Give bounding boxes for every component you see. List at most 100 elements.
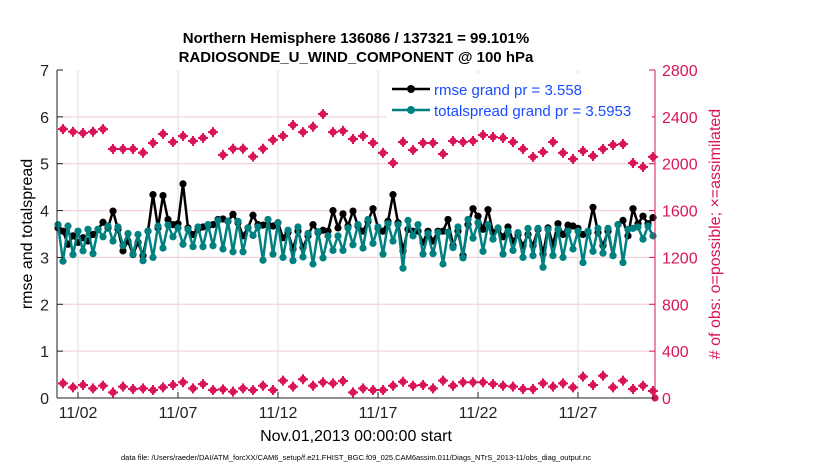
totalspread-point — [549, 251, 557, 260]
obs-assimilated-marker — [258, 380, 268, 391]
obs-upper-point — [448, 135, 458, 146]
grid — [57, 70, 655, 398]
obs-upper-point — [328, 127, 338, 138]
obs-upper-point — [118, 143, 128, 154]
obs-upper-point — [638, 161, 648, 172]
obs-lower-point — [68, 382, 78, 393]
totalspread-point — [429, 250, 437, 258]
totalspread-point — [129, 250, 137, 258]
obs-lower-point — [198, 379, 208, 390]
totalspread-point — [79, 247, 87, 255]
obs-assimilated-marker — [408, 380, 418, 391]
totalspread-point — [124, 229, 132, 238]
obs-assimilated-marker — [148, 385, 158, 396]
totalspread-point — [249, 231, 257, 240]
totalspread-point — [264, 215, 272, 224]
rmse-point — [484, 206, 492, 214]
rmse-point — [444, 215, 452, 224]
totalspread-point — [144, 227, 152, 235]
totalspread-point — [139, 257, 147, 265]
totalspread-point — [209, 242, 217, 250]
obs-assimilated-marker — [268, 385, 278, 396]
obs-assimilated-marker — [588, 379, 598, 390]
chart-title-line-1: Northern Hemisphere 136086 / 137321 = 99… — [183, 30, 529, 47]
rmse-point — [149, 191, 157, 199]
obs-assimilated-marker — [238, 383, 248, 394]
obs-lower-point — [428, 383, 438, 394]
obs-assimilated-marker — [198, 132, 208, 143]
y-tick-label: 3 — [40, 250, 49, 267]
totalspread-point — [299, 253, 307, 261]
obs-assimilated-marker — [588, 150, 598, 161]
obs-assimilated-marker — [558, 147, 568, 158]
totalspread-point — [154, 222, 162, 230]
obs-assimilated-marker — [158, 128, 168, 139]
totalspread-point — [604, 224, 612, 232]
totalspread-point — [569, 245, 577, 253]
totalspread-point — [359, 244, 367, 252]
obs-assimilated-marker — [458, 377, 468, 388]
obs-upper-point — [238, 143, 248, 154]
totalspread-point — [344, 224, 352, 232]
obs-assimilated-marker — [98, 380, 108, 391]
totalspread-point — [294, 223, 302, 231]
obs-assimilated-marker — [478, 130, 488, 141]
obs-assimilated-marker — [538, 147, 548, 157]
obs-assimilated-marker — [468, 135, 478, 146]
obs-assimilated-marker — [488, 132, 498, 143]
obs-assimilated-marker — [358, 383, 368, 394]
obs-assimilated-marker — [638, 161, 648, 172]
obs-assimilated-marker — [208, 385, 218, 396]
x-tick-label: 11/22 — [459, 405, 498, 422]
totalspread-point — [524, 224, 532, 232]
totalspread-point — [114, 223, 122, 231]
legend-rmse-marker — [407, 85, 415, 93]
totalspread-point — [484, 221, 492, 229]
rmse-point — [209, 221, 217, 229]
obs-assimilated-marker — [238, 143, 248, 154]
obs-upper-point — [228, 143, 238, 154]
rmse-point — [309, 221, 317, 229]
totalspread-point — [589, 247, 597, 255]
obs-assimilated-marker — [308, 380, 318, 391]
totalspread-point — [69, 251, 77, 259]
obs-assimilated-marker — [638, 380, 648, 391]
totalspread-point — [479, 247, 487, 255]
axes: 0 1 2 3 4 5 6 7 0 400 800 1200 1600 2000 2400 2800 11/02… — [40, 63, 698, 422]
totalspread-point — [494, 224, 502, 232]
y-right-tick-label: 1600 — [662, 204, 698, 221]
obs-assimilated-marker — [148, 137, 158, 148]
obs-assimilated-marker — [328, 378, 338, 389]
obs-lower-point — [238, 383, 248, 394]
obs-assimilated-marker — [608, 139, 618, 150]
totalspread-point — [309, 260, 317, 268]
obs-assimilated-marker — [598, 370, 608, 381]
totalspread-point — [319, 254, 327, 262]
totalspread-point — [509, 246, 517, 254]
totalspread-point — [489, 235, 497, 243]
obs-lower-point — [158, 382, 168, 393]
totalspread-point — [269, 250, 277, 258]
obs-lower-point — [98, 380, 108, 391]
totalspread-point — [564, 227, 572, 235]
totalspread-point — [594, 224, 602, 232]
obs-lower-point — [358, 383, 368, 394]
obs-assimilated-marker — [388, 380, 398, 391]
totalspread-point — [374, 223, 382, 231]
obs-assimilated-marker — [418, 379, 428, 390]
totalspread-point — [579, 258, 587, 267]
obs-assimilated-marker — [448, 380, 458, 391]
obs-assimilated-marker — [458, 137, 468, 148]
totalspread-point — [229, 248, 237, 256]
totalspread-point — [314, 228, 322, 236]
obs-lower-point — [558, 378, 568, 389]
obs-assimilated-marker — [138, 147, 148, 158]
obs-assimilated-marker — [428, 383, 438, 394]
obs-assimilated-marker — [498, 380, 508, 391]
totalspread-point — [544, 225, 552, 233]
totalspread-point — [609, 251, 617, 260]
obs-lower-point — [448, 380, 458, 391]
totalspread-point — [614, 221, 622, 229]
obs-assimilated-marker — [68, 382, 78, 393]
rmse-point — [389, 191, 397, 199]
